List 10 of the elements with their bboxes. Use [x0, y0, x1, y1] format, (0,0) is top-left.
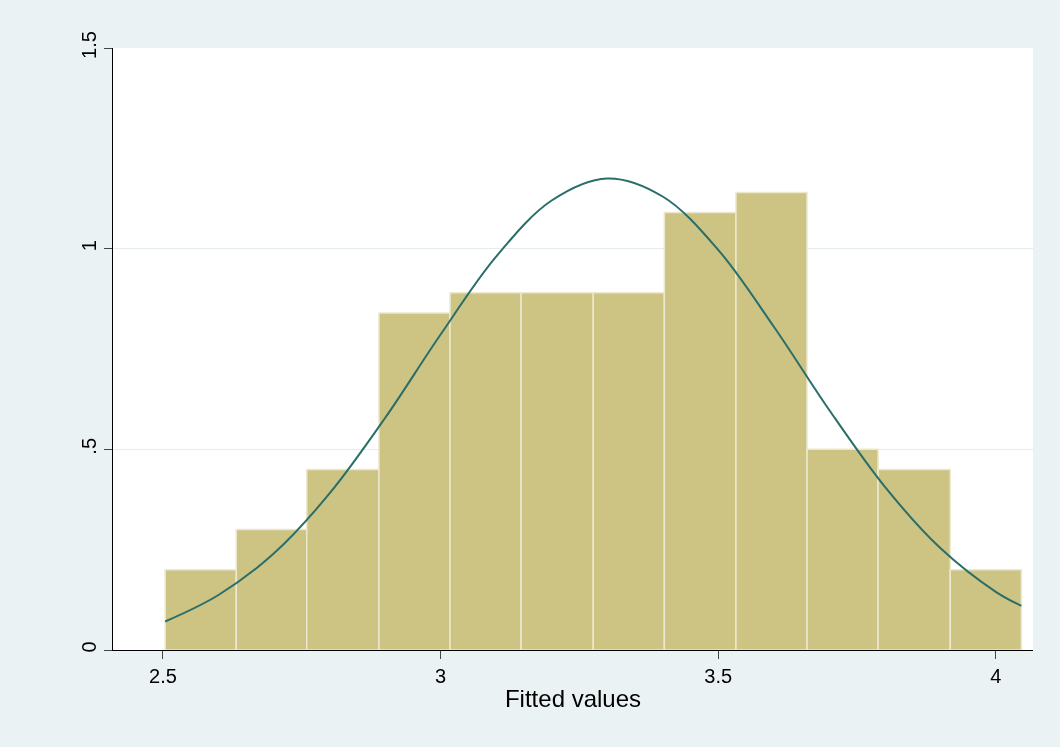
line-series — [164, 177, 1023, 623]
y-tick-label: 1 — [78, 240, 100, 252]
x-axis-title: Fitted values — [504, 685, 642, 713]
x-tick-label: 3.5 — [704, 665, 733, 687]
y-tick-label: .5 — [78, 437, 100, 455]
y-tick-label: 0 — [78, 641, 100, 653]
x-tick-label: 2.5 — [149, 665, 177, 687]
x-tick-label: 4 — [990, 665, 1002, 687]
x-tick-label: 3 — [435, 665, 447, 687]
y-tick-label: 1.5 — [78, 31, 100, 59]
